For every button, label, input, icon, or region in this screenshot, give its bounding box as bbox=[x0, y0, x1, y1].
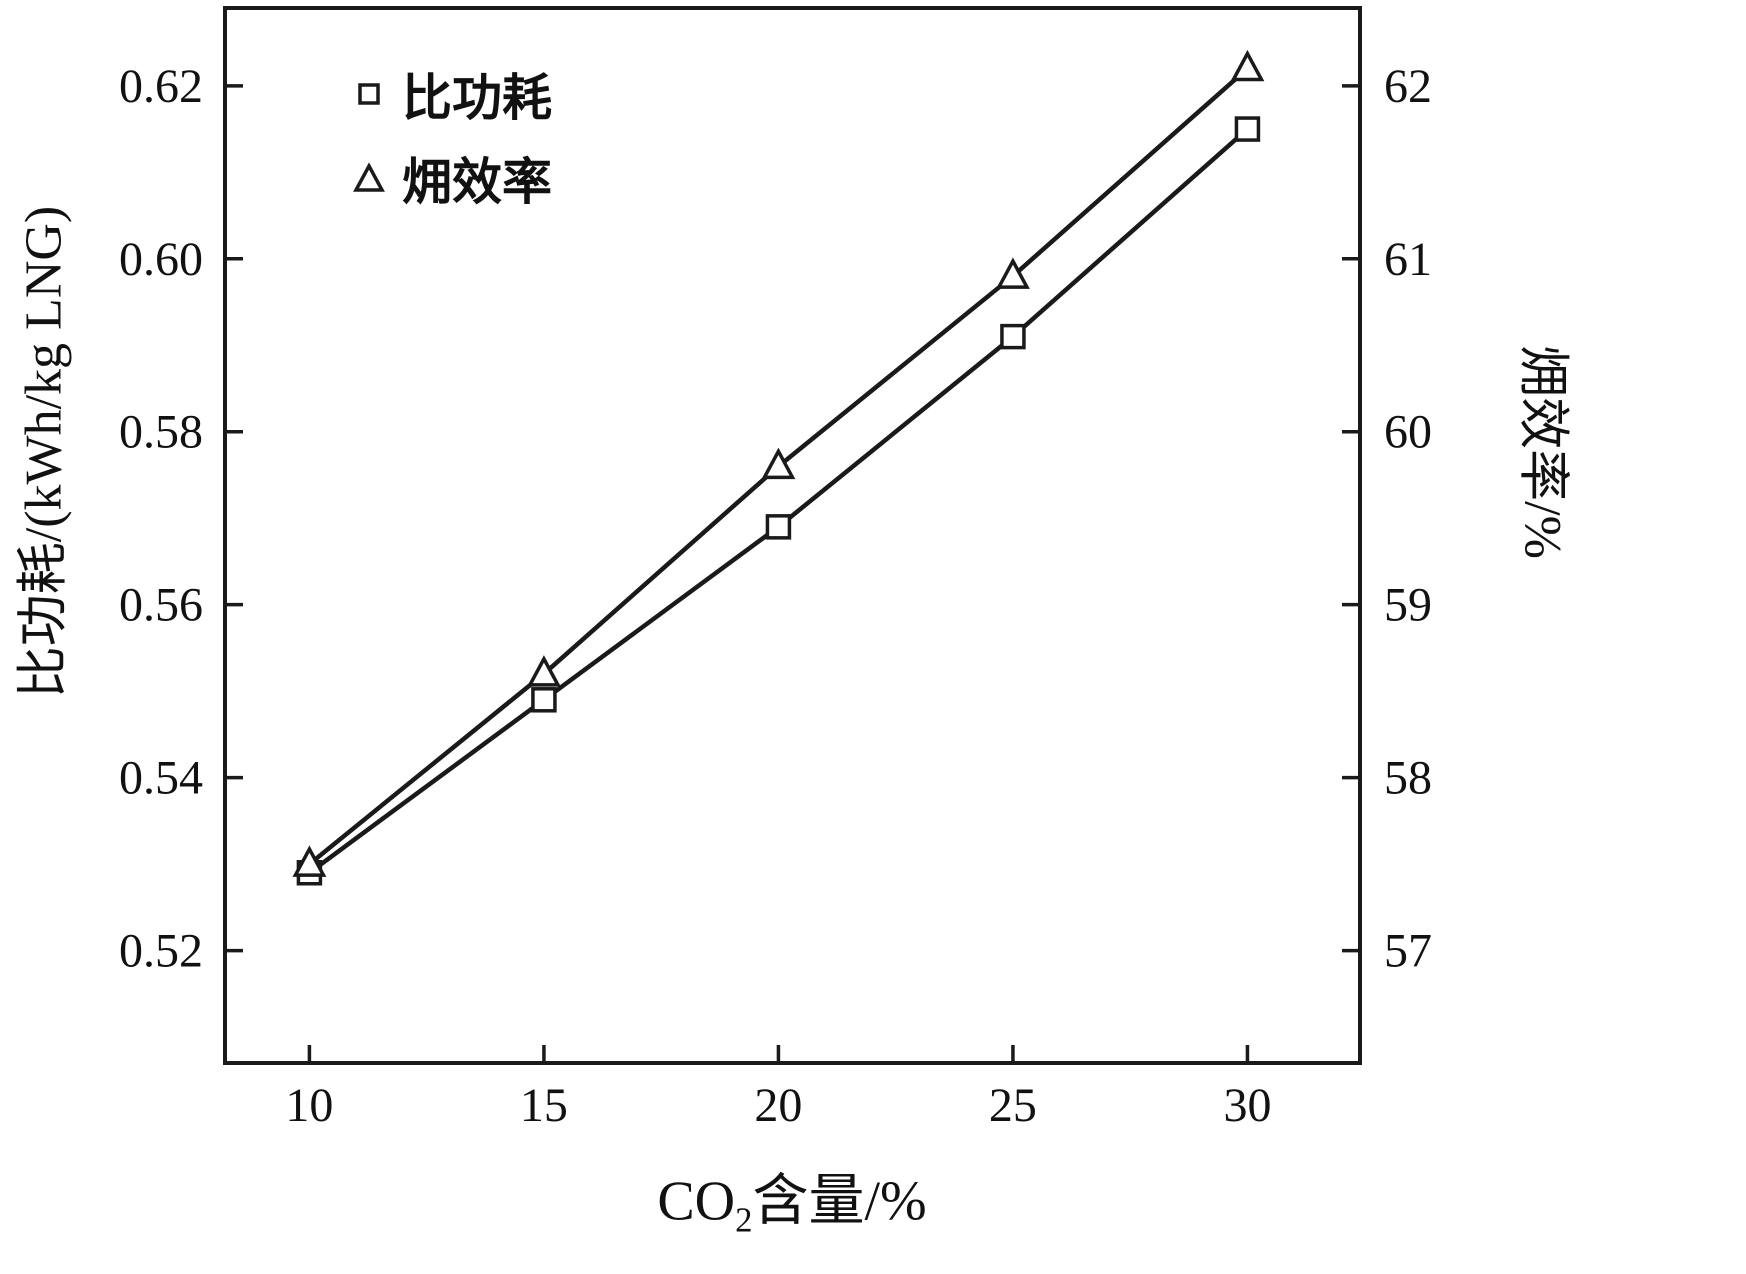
plot-border bbox=[223, 6, 1362, 1065]
left-axis-tick-label: 0.54 bbox=[119, 752, 203, 805]
right-axis-title: 㶲效率/% bbox=[1513, 345, 1571, 559]
legend-item-specific-power: 比功耗 bbox=[352, 58, 552, 130]
left-axis-tick-label: 0.62 bbox=[119, 60, 203, 113]
left-axis-tick-label: 0.60 bbox=[119, 233, 203, 286]
x-axis-title: CO2含量/% bbox=[657, 1155, 926, 1240]
x-axis-title-post: 含量/% bbox=[752, 1170, 927, 1233]
right-axis-tick-label: 58 bbox=[1384, 752, 1432, 805]
triangle-marker-icon bbox=[353, 162, 385, 192]
left-axis-tick-label: 0.56 bbox=[119, 579, 203, 632]
series-line-square bbox=[308, 127, 1249, 875]
x-axis-tick-label: 25 bbox=[989, 1079, 1037, 1132]
triangle-data-marker bbox=[996, 257, 1030, 289]
legend-label: 㶲效率 bbox=[402, 154, 552, 210]
right-axis-tick-label: 61 bbox=[1384, 233, 1432, 286]
x-axis-tick-label: 10 bbox=[285, 1079, 333, 1132]
triangle-data-marker bbox=[526, 655, 561, 687]
legend: 比功耗 㶲效率 bbox=[352, 58, 552, 214]
right-axis-tick-label: 62 bbox=[1384, 60, 1432, 113]
square-data-marker bbox=[531, 687, 557, 713]
right-axis-tick-label: 60 bbox=[1384, 406, 1432, 459]
right-axis-tick-label: 59 bbox=[1384, 579, 1432, 632]
x-axis-title-subscript: 2 bbox=[735, 1200, 753, 1240]
left-axis-tick-label: 0.52 bbox=[119, 925, 203, 978]
square-data-marker bbox=[1000, 323, 1026, 350]
x-axis-tick-label: 15 bbox=[520, 1079, 568, 1132]
square-marker-icon bbox=[358, 83, 380, 105]
left-axis-title: 比功耗/(kWh/kg LNG) bbox=[15, 205, 73, 699]
legend-item-exergy-efficiency: 㶲效率 bbox=[352, 142, 552, 214]
legend-label: 比功耗 bbox=[402, 70, 552, 126]
left-axis-tick-label: 0.58 bbox=[119, 406, 203, 459]
x-axis-tick-label: 20 bbox=[754, 1079, 802, 1132]
triangle-data-marker bbox=[1230, 49, 1265, 82]
right-axis-tick-label: 57 bbox=[1384, 925, 1432, 978]
x-axis-title-pre: CO bbox=[657, 1170, 736, 1233]
x-axis-tick-label: 30 bbox=[1223, 1079, 1271, 1132]
triangle-data-marker bbox=[292, 845, 327, 877]
square-data-marker bbox=[765, 514, 792, 540]
square-data-marker bbox=[1234, 116, 1261, 142]
triangle-data-marker bbox=[761, 447, 796, 480]
